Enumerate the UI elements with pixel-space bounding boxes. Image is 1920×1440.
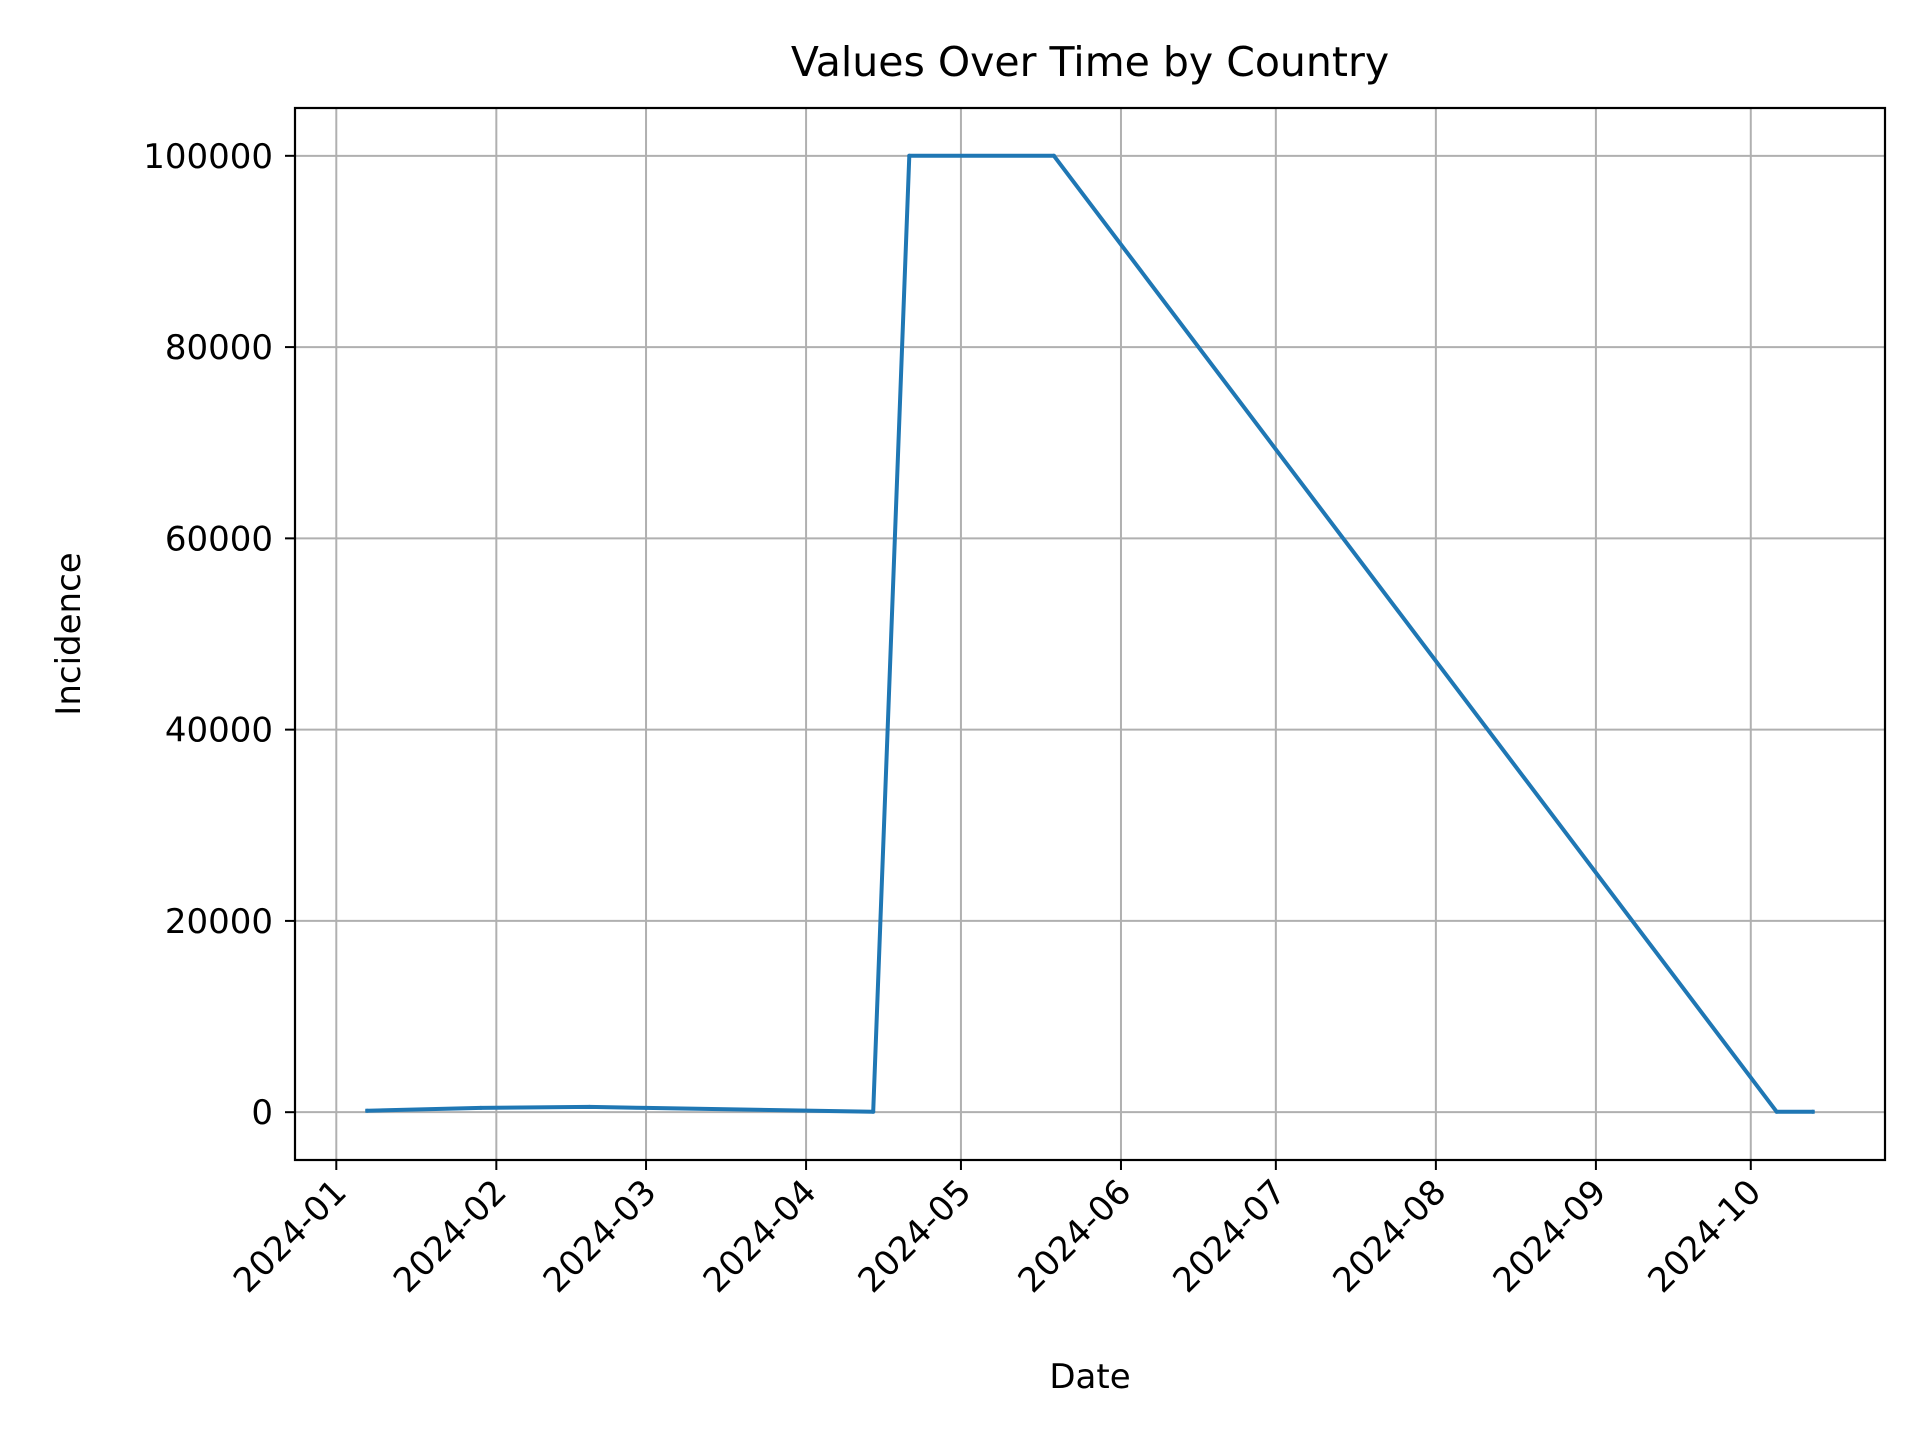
data-point bbox=[907, 153, 912, 158]
chart-title: Values Over Time by Country bbox=[791, 38, 1389, 86]
x-tick-label: 2024-09 bbox=[1486, 1172, 1615, 1301]
plot-frame bbox=[293, 106, 1887, 1162]
data-point bbox=[1810, 1109, 1815, 1114]
series-layer bbox=[365, 153, 1815, 1114]
data-point bbox=[365, 1108, 370, 1113]
x-tick-label: 2024-02 bbox=[386, 1172, 515, 1301]
x-tick-label: 2024-10 bbox=[1640, 1172, 1769, 1301]
y-axis-label: Incidence bbox=[49, 552, 89, 715]
data-point bbox=[644, 1105, 648, 1110]
data-point bbox=[587, 1104, 592, 1109]
x-tick-label: 2024-05 bbox=[851, 1172, 980, 1301]
x-tick-label: 2024-08 bbox=[1326, 1172, 1455, 1301]
data-point bbox=[871, 1109, 876, 1114]
grid bbox=[295, 108, 1885, 1160]
x-axis: 2024-01 2024-02 2024-03 2024-04 2024-05 2024-… bbox=[226, 1160, 1769, 1301]
x-tick-label: 2024-01 bbox=[226, 1172, 355, 1301]
y-axis: 0 20000 40000 60000 80000 100000 bbox=[143, 137, 295, 1133]
y-tick-label: 60000 bbox=[165, 519, 273, 559]
y-tick-label: 20000 bbox=[165, 902, 273, 942]
y-tick-label: 0 bbox=[251, 1093, 273, 1133]
x-tick-label: 2024-03 bbox=[536, 1172, 665, 1301]
y-tick-label: 100000 bbox=[143, 137, 273, 177]
x-axis-label: Date bbox=[1049, 1357, 1130, 1397]
data-point bbox=[478, 1105, 483, 1110]
y-tick-label: 40000 bbox=[165, 711, 273, 751]
data-point bbox=[1774, 1109, 1779, 1114]
x-tick-label: 2024-04 bbox=[696, 1172, 825, 1301]
x-tick-label: 2024-06 bbox=[1011, 1172, 1140, 1301]
data-point bbox=[1051, 153, 1056, 158]
y-tick-label: 80000 bbox=[165, 328, 273, 368]
x-tick-label: 2024-07 bbox=[1165, 1172, 1294, 1301]
